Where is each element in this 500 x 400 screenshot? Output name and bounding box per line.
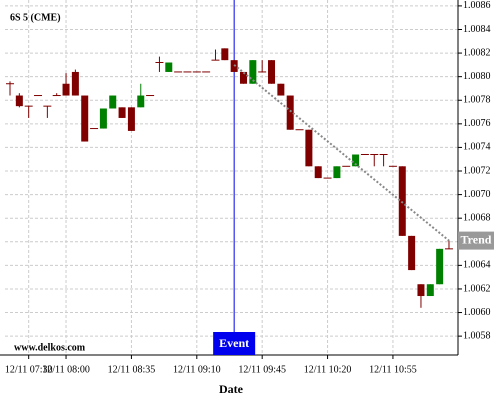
candle-body (352, 154, 360, 167)
candle-body (268, 60, 276, 84)
candle-body (118, 107, 126, 118)
x-tick-label: 12/11 08:35 (108, 364, 156, 375)
candle-body (417, 284, 425, 297)
candle-body (249, 60, 257, 84)
y-tick-label: 1.0076 (463, 118, 491, 129)
event-label: Event (219, 336, 249, 350)
candle-body (408, 235, 416, 271)
candle-body (240, 71, 247, 84)
candle-body (81, 95, 89, 142)
y-tick-label: 1.0058 (463, 330, 491, 341)
y-tick-label: 1.0078 (463, 95, 491, 106)
candle-body (137, 95, 145, 108)
event-box (213, 332, 256, 355)
x-tick-label: 12/11 08:00 (42, 364, 90, 375)
y-tick-label: 1.0068 (463, 212, 491, 223)
y-tick-label: 1.0060 (463, 307, 491, 318)
candle-body (333, 166, 341, 179)
y-tick-label: 1.0062 (463, 283, 491, 294)
candle-body (109, 95, 117, 109)
candle-body (165, 62, 173, 72)
candle-body (305, 129, 313, 167)
y-tick-label: 1.0072 (463, 165, 491, 176)
y-tick-label: 1.0064 (463, 260, 491, 271)
x-tick-label: 12/11 10:55 (369, 364, 417, 375)
x-tick-label: 12/11 07:30 (5, 364, 53, 375)
trend-box (458, 231, 494, 250)
x-tick-label: 12/11 10:20 (304, 364, 352, 375)
candle-body (99, 108, 107, 129)
candle-body (277, 83, 285, 96)
y-tick-label: 1.0086 (463, 0, 491, 11)
y-tick-label: 1.0082 (463, 47, 491, 58)
candle-body (15, 95, 23, 107)
candle-body (398, 166, 406, 236)
x-tick-label: 12/11 09:10 (173, 364, 221, 375)
candle-body (62, 83, 70, 96)
y-tick-label: 1.0080 (463, 71, 491, 82)
candle-body (127, 107, 135, 131)
candle-body (221, 48, 229, 61)
candle-body (71, 71, 79, 96)
chart-title: 6S 5 (CME) (10, 12, 61, 23)
y-tick-label: 1.0074 (463, 142, 491, 153)
x-tick-label: 12/11 09:45 (238, 364, 286, 375)
candle-body (286, 95, 294, 130)
x-axis-title: Date (219, 382, 244, 396)
y-tick-label: 1.0084 (463, 24, 491, 35)
y-tick-label: 1.0070 (463, 189, 491, 200)
candle-body (314, 166, 322, 179)
trend-label: Trend (461, 232, 492, 246)
watermark: www.delkos.com (14, 342, 86, 353)
candle-body (426, 284, 434, 297)
candle-body (436, 248, 444, 285)
